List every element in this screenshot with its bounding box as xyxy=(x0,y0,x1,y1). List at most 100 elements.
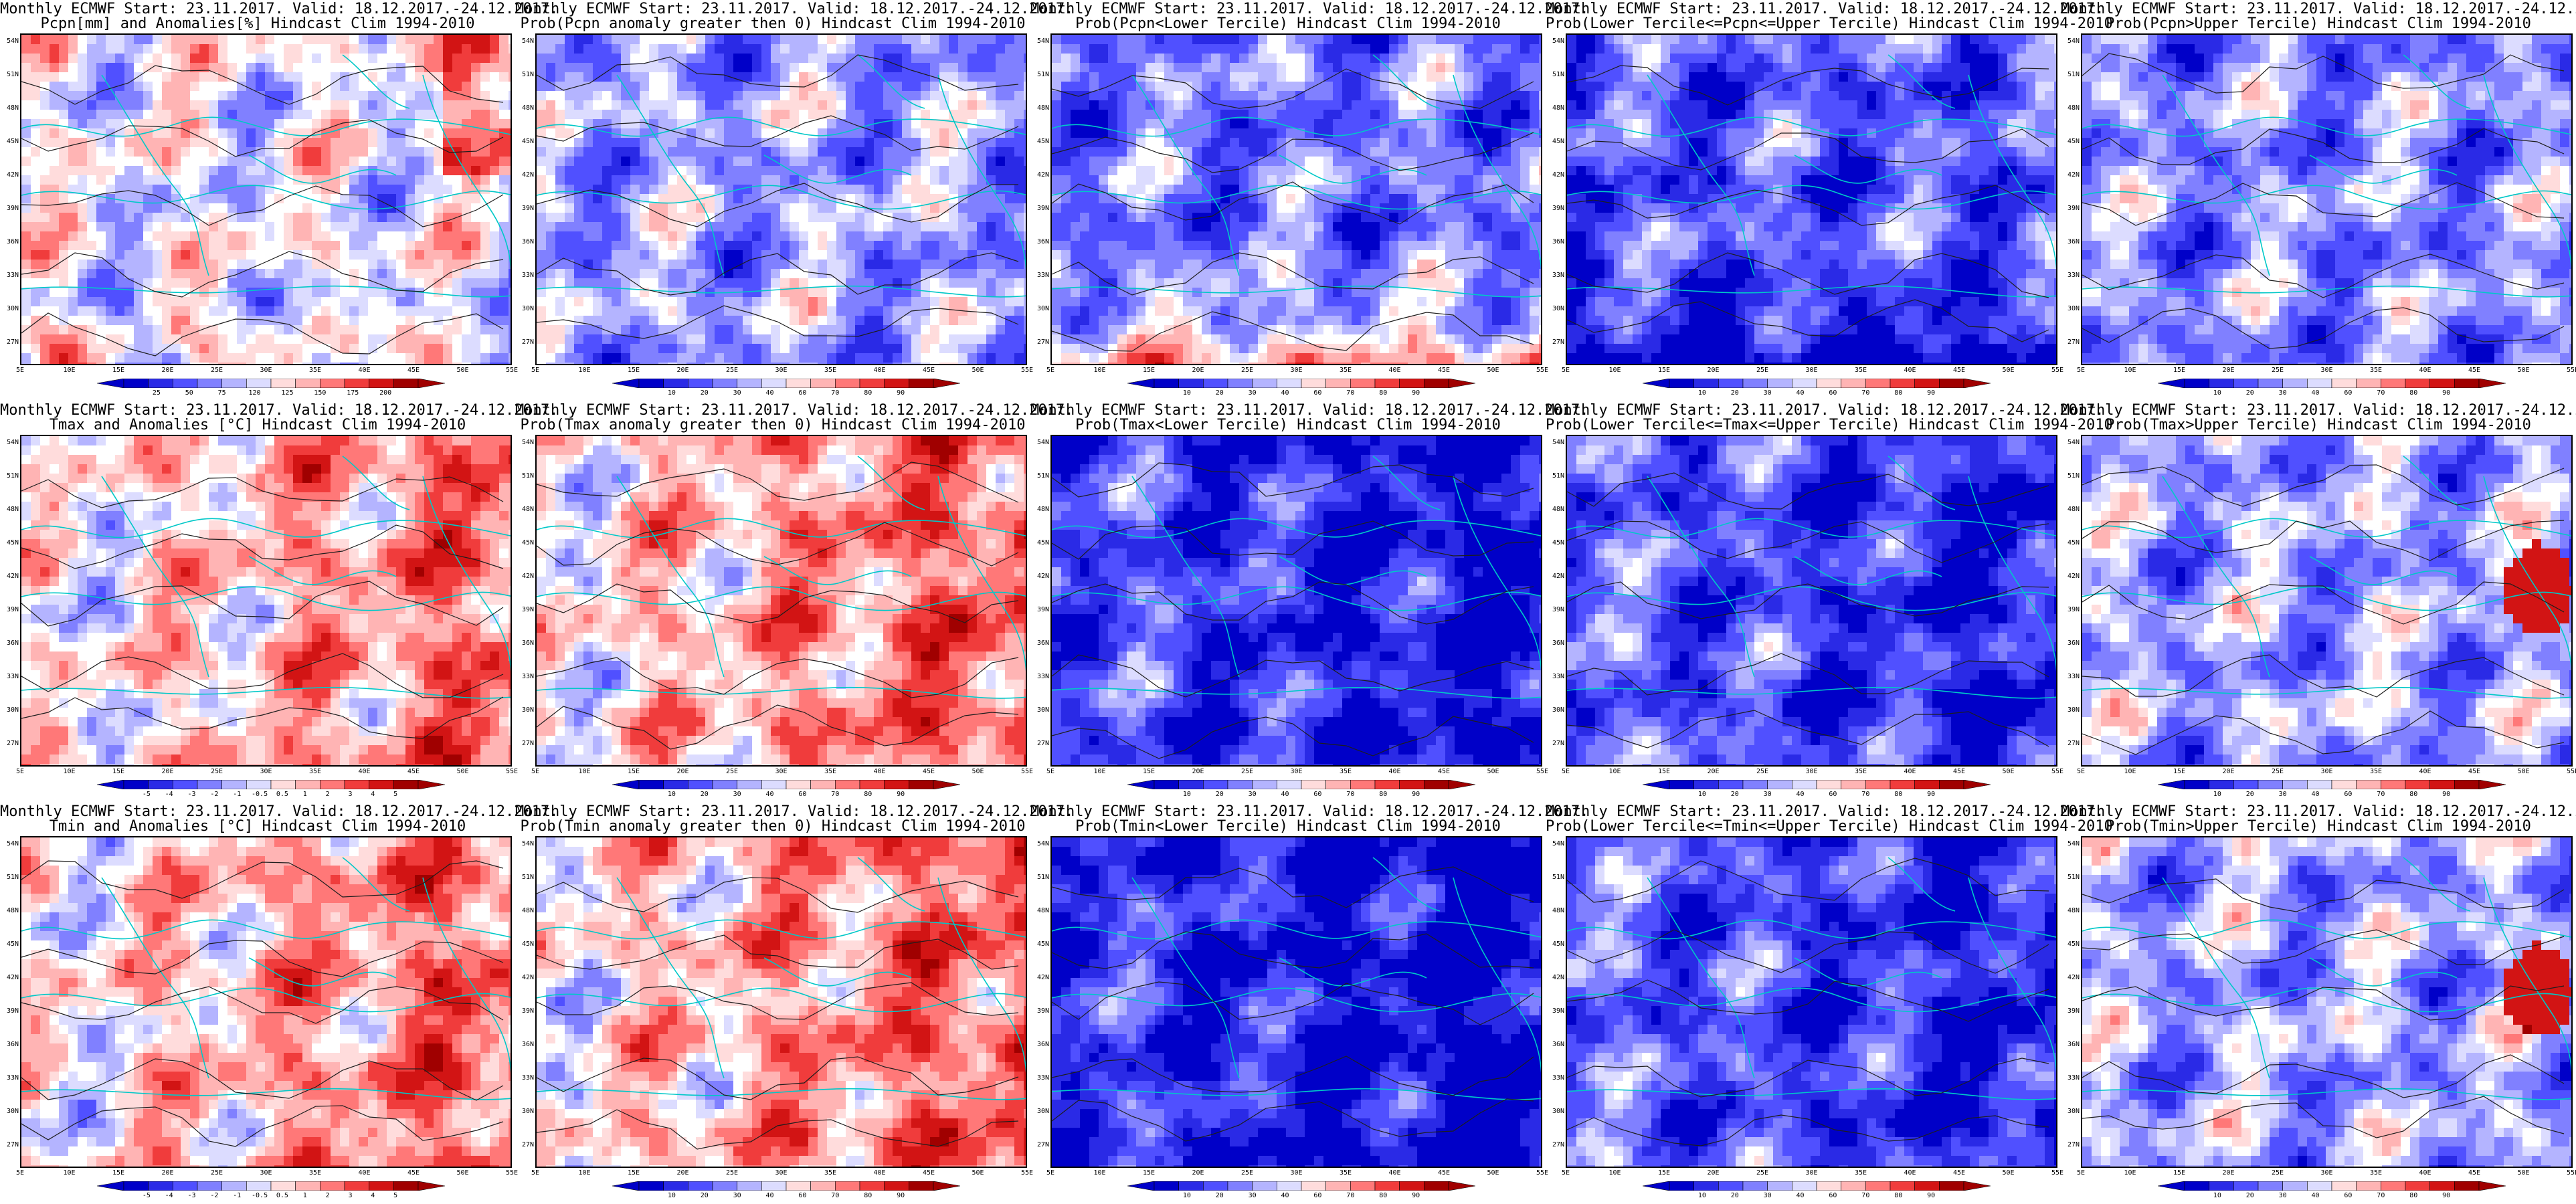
latitude-label: 42N xyxy=(2062,974,2080,981)
longitude-label: 55E xyxy=(1529,367,1556,374)
forecast-map xyxy=(20,33,512,365)
longitude-label: 50E xyxy=(1480,768,1507,775)
longitude-label: 40E xyxy=(1382,367,1408,374)
colorbar-tick-label: 70 xyxy=(2367,791,2394,798)
colorbar-tick-label: 90 xyxy=(2433,389,2460,397)
longitude-label: 30E xyxy=(2314,1169,2340,1177)
latitude-label: 51N xyxy=(1,874,19,881)
colorbar-tick-label: 30 xyxy=(1754,1192,1781,1199)
colorbar-tick-label: 10 xyxy=(1689,389,1716,397)
colorbar-tick-label: 40 xyxy=(1787,1192,1814,1199)
longitude-label: 15E xyxy=(1135,1169,1162,1177)
longitude-label: 50E xyxy=(450,367,476,374)
latitude-label: 27N xyxy=(1547,1141,1564,1148)
forecast-map xyxy=(1050,33,1542,365)
latitude-label: 48N xyxy=(517,104,534,112)
colorbar-tick-label: 30 xyxy=(2270,1192,2296,1199)
colorbar-tick-label: 90 xyxy=(1402,791,1429,798)
latitude-label: 39N xyxy=(2062,205,2080,212)
longitude-label: 40E xyxy=(1897,768,1924,775)
colorbar-tick-label: 40 xyxy=(1787,389,1814,397)
colorbar-tick-label: 70 xyxy=(1852,389,1879,397)
longitude-label: 25E xyxy=(2264,768,2291,775)
latitude-label: 45N xyxy=(1,539,19,546)
latitude-label: 45N xyxy=(1032,138,1049,145)
forecast-map xyxy=(20,836,512,1168)
colorbar-tick-label: 90 xyxy=(1918,791,1944,798)
longitude-label: 5E xyxy=(7,367,33,374)
panel-title-line1: Monthly ECMWF Start: 23.11.2017. Valid: … xyxy=(515,804,1073,820)
forecast-panel: Monthly ECMWF Start: 23.11.2017. Valid: … xyxy=(0,401,558,803)
latitude-label: 27N xyxy=(1,338,19,346)
longitude-label: 40E xyxy=(1897,367,1924,374)
colorbar-tick-label: 30 xyxy=(1239,791,1266,798)
colorbar-tick-label: -4 xyxy=(156,1192,183,1199)
latitude-label: 30N xyxy=(2062,1108,2080,1115)
longitude-label: 15E xyxy=(1135,367,1162,374)
longitude-label: 20E xyxy=(155,1169,181,1177)
forecast-map xyxy=(1566,836,2057,1168)
longitude-label: 35E xyxy=(1332,768,1359,775)
latitude-label: 36N xyxy=(2062,1041,2080,1048)
colorbar-tick-label: -0.5 xyxy=(246,1192,273,1199)
longitude-label: 50E xyxy=(2510,367,2537,374)
colorbar-tick-label: 10 xyxy=(658,389,685,397)
latitude-label: 33N xyxy=(1032,673,1049,680)
longitude-label: 55E xyxy=(1529,768,1556,775)
colorbar-tick-label: 60 xyxy=(1304,791,1331,798)
colorbar-tick-label: 10 xyxy=(1174,389,1200,397)
longitude-label: 50E xyxy=(2510,1169,2537,1177)
longitude-label: 5E xyxy=(522,768,549,775)
latitude-label: 48N xyxy=(1,104,19,112)
latitude-label: 27N xyxy=(517,1141,534,1148)
latitude-label: 33N xyxy=(517,673,534,680)
longitude-label: 30E xyxy=(253,367,280,374)
longitude-label: 5E xyxy=(7,1169,33,1177)
colorbar-tick-label: 20 xyxy=(1206,791,1233,798)
longitude-label: 40E xyxy=(1382,768,1408,775)
longitude-label: 10E xyxy=(1087,1169,1113,1177)
latitude-label: 36N xyxy=(517,238,534,245)
latitude-label: 36N xyxy=(1,1041,19,1048)
forecast-panel: Monthly ECMWF Start: 23.11.2017. Valid: … xyxy=(0,803,558,1204)
panel-title-line2: Prob(Tmax<Lower Tercile) Hindcast Clim 1… xyxy=(1030,417,1546,433)
longitude-label: 45E xyxy=(400,768,427,775)
latitude-label: 30N xyxy=(1032,1108,1049,1115)
longitude-label: 45E xyxy=(915,367,942,374)
forecast-panel: Monthly ECMWF Start: 23.11.2017. Valid: … xyxy=(1030,803,1588,1204)
colorbar-tick-label: 20 xyxy=(691,1192,718,1199)
latitude-label: 54N xyxy=(517,439,534,446)
latitude-label: 36N xyxy=(2062,639,2080,647)
colorbar-tick-label: 10 xyxy=(658,1192,685,1199)
longitude-label: 35E xyxy=(1847,367,1874,374)
colorbar-tick-label: 60 xyxy=(789,389,816,397)
latitude-label: 39N xyxy=(2062,1007,2080,1015)
panel-title-line2: Prob(Tmin>Upper Tercile) Hindcast Clim 1… xyxy=(2061,819,2576,835)
panel-title-line1: Monthly ECMWF Start: 23.11.2017. Valid: … xyxy=(2061,1,2576,17)
longitude-label: 55E xyxy=(498,1169,525,1177)
colorbar-tick-label: 25 xyxy=(143,389,170,397)
longitude-label: 25E xyxy=(2264,367,2291,374)
latitude-label: 51N xyxy=(517,874,534,881)
longitude-label: 35E xyxy=(2363,367,2389,374)
longitude-label: 25E xyxy=(1234,1169,1261,1177)
colorbar-tick-label: 2 xyxy=(314,791,341,798)
colorbar-tick-label: 20 xyxy=(2237,389,2264,397)
colorbar-tick-label: 90 xyxy=(2433,791,2460,798)
forecast-map xyxy=(1566,33,2057,365)
forecast-panel: Monthly ECMWF Start: 23.11.2017. Valid: … xyxy=(515,401,1073,803)
latitude-label: 51N xyxy=(1547,472,1564,480)
latitude-label: 42N xyxy=(1547,573,1564,580)
panel-title-line2: Prob(Lower Tercile<=Pcpn<=Upper Tercile)… xyxy=(1546,16,2113,32)
latitude-label: 30N xyxy=(1032,305,1049,312)
colorbar-tick-label: 90 xyxy=(887,1192,914,1199)
latitude-label: 27N xyxy=(2062,338,2080,346)
colorbar-tick-label: 80 xyxy=(1370,389,1396,397)
latitude-label: 33N xyxy=(1032,1074,1049,1082)
forecast-panel: Monthly ECMWF Start: 23.11.2017. Valid: … xyxy=(1030,0,1588,401)
colorbar-tick-label: 80 xyxy=(2400,1192,2427,1199)
colorbar-tick-label: 40 xyxy=(757,1192,784,1199)
colorbar: 10 20 30 40 60 70 80 90 xyxy=(612,1181,960,1204)
longitude-label: 25E xyxy=(1749,1169,1776,1177)
colorbar-tick-label: 70 xyxy=(1337,1192,1364,1199)
